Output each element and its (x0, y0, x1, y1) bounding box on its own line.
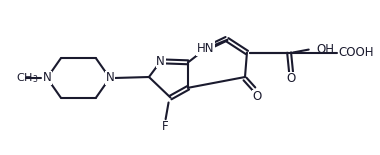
Text: O: O (252, 90, 261, 103)
Text: N: N (105, 71, 114, 84)
Text: F: F (162, 120, 169, 133)
Text: CH$_3$: CH$_3$ (16, 71, 38, 85)
Text: HN: HN (197, 42, 215, 55)
Text: O: O (287, 73, 296, 85)
Text: OH: OH (317, 43, 334, 56)
Text: N: N (156, 55, 165, 68)
Text: COOH: COOH (338, 46, 374, 59)
Text: N: N (43, 71, 51, 84)
